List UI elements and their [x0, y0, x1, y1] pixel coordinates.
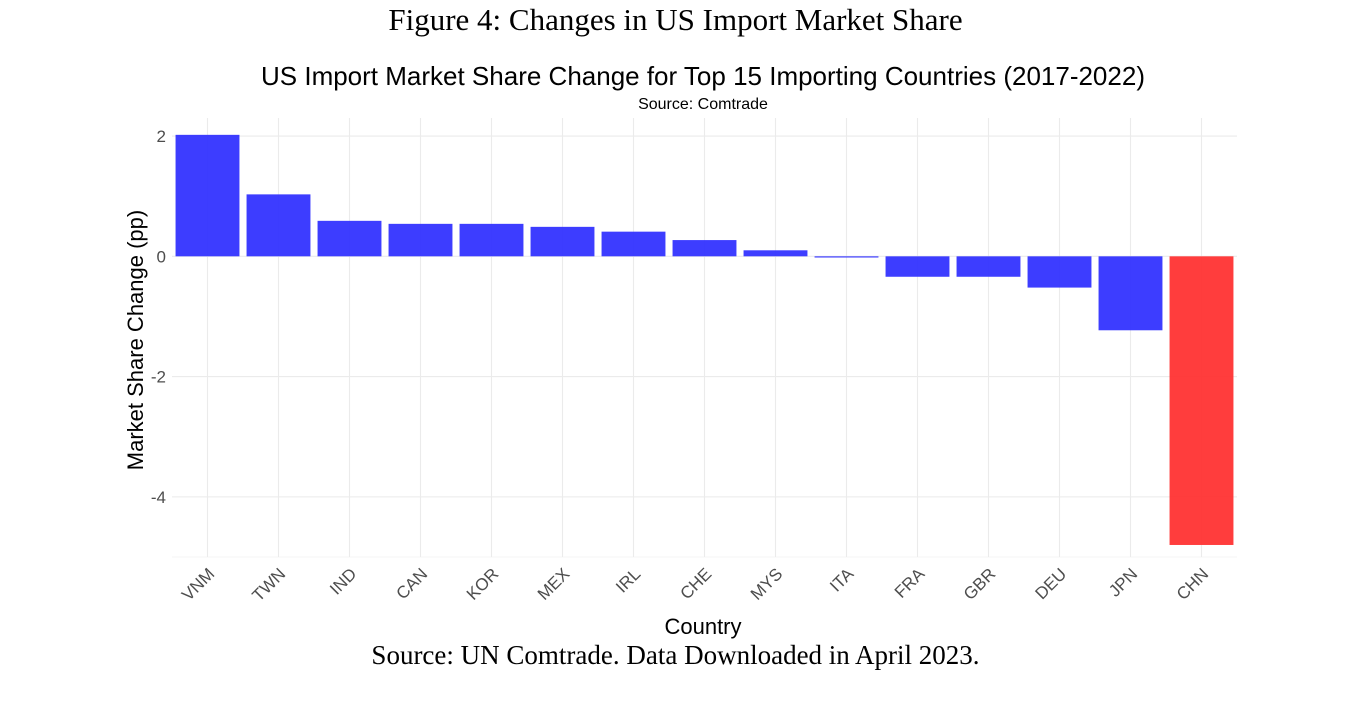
x-tick-label-ita: ITA: [826, 564, 858, 596]
x-tick-label-fra: FRA: [891, 564, 929, 602]
x-tick-label-twn: TWN: [249, 564, 290, 605]
bar-can: [388, 223, 453, 257]
bar-irl: [601, 231, 666, 257]
bar-kor: [459, 223, 524, 257]
bar-che: [672, 240, 737, 257]
x-tick-label-can: CAN: [393, 564, 432, 603]
x-tick-label-ind: IND: [326, 564, 360, 598]
bar-jpn: [1098, 256, 1163, 331]
figure-title: Figure 4: Changes in US Import Market Sh…: [388, 2, 963, 37]
x-axis-label: Country: [664, 614, 741, 639]
y-tick-label: 2: [157, 127, 166, 146]
x-tick-label-deu: DEU: [1032, 564, 1071, 603]
bar-deu: [1027, 256, 1092, 288]
y-tick-label: 0: [157, 247, 166, 266]
x-tick-label-gbr: GBR: [960, 564, 999, 603]
x-tick-label-irl: IRL: [612, 564, 644, 596]
y-tick-label: -2: [151, 368, 166, 387]
bar-chn: [1169, 256, 1234, 545]
grid-lines: [172, 118, 1237, 558]
bar-ita: [814, 256, 879, 258]
bar-mys: [743, 250, 808, 257]
y-tick-label: -4: [151, 488, 166, 507]
y-axis-ticks: 2 0 -2 -4: [151, 127, 166, 507]
figure-caption: Source: UN Comtrade. Data Downloaded in …: [371, 640, 980, 670]
bar-ind: [317, 220, 382, 257]
x-tick-label-jpn: JPN: [1105, 564, 1141, 600]
x-axis-ticks: VNM TWN IND CAN KOR MEX IRL CHE MYS ITA FRA GBR DEU J…: [178, 564, 1212, 605]
x-tick-label-vnm: VNM: [178, 564, 218, 604]
bar-fra: [885, 256, 950, 277]
x-tick-label-che: CHE: [677, 564, 716, 603]
chart-subtitle: Source: Comtrade: [638, 96, 768, 113]
x-tick-label-mex: MEX: [534, 564, 573, 603]
bar-vnm: [175, 134, 240, 257]
bars: [175, 134, 1234, 545]
bar-twn: [246, 194, 311, 257]
x-tick-label-mys: MYS: [747, 564, 786, 603]
x-tick-label-chn: CHN: [1173, 564, 1212, 603]
chart-title: US Import Market Share Change for Top 15…: [261, 61, 1145, 91]
bar-gbr: [956, 256, 1021, 277]
bar-mex: [530, 226, 595, 257]
y-axis-label: Market Share Change (pp): [123, 210, 148, 470]
x-tick-label-kor: KOR: [463, 564, 502, 603]
